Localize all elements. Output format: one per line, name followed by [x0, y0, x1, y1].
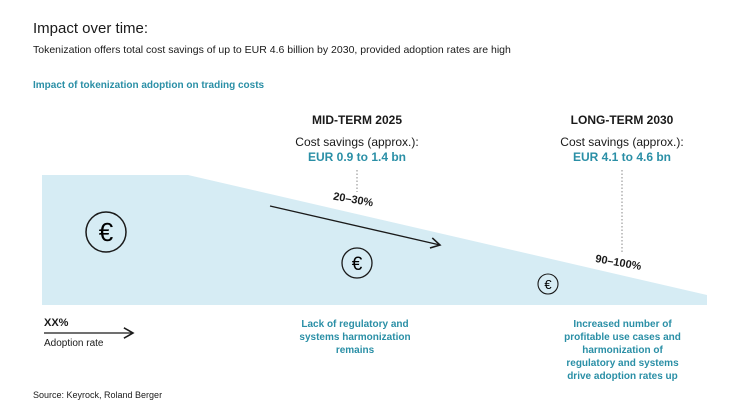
source-note: Source: Keyrock, Roland Berger: [33, 390, 163, 400]
trend-arrow: [269, 205, 442, 249]
page-subtitle: Tokenization offers total cost savings o…: [33, 44, 511, 56]
legend-value: XX%: [44, 317, 69, 329]
euro-icon-medium: €: [341, 247, 373, 279]
euro-icon-small: €: [537, 273, 559, 295]
savings-amount-2025: EUR 0.9 to 1.4 bn: [307, 150, 407, 164]
savings-amount-2030: EUR 4.1 to 4.6 bn: [572, 150, 672, 164]
phase-label-2030: LONG-TERM 2030: [570, 113, 674, 127]
note-2025: Lack of regulatory and systems harmoniza…: [299, 319, 411, 356]
page-title: Impact over time:: [33, 20, 149, 37]
legend-label: Adoption rate: [44, 338, 104, 349]
savings-label-2030: Cost savings (approx.):: [560, 135, 684, 149]
svg-text:€: €: [352, 254, 363, 275]
savings-label-2025: Cost savings (approx.):: [295, 135, 419, 149]
euro-symbol: €: [99, 217, 114, 247]
svg-text:€: €: [544, 277, 552, 292]
chart-title: Impact of tokenization adoption on tradi…: [33, 80, 265, 91]
phase-label-2025: MID-TERM 2025: [311, 113, 403, 127]
euro-icon-large: €: [85, 211, 127, 253]
cost-area: [42, 175, 707, 305]
note-2030: Increased number of profitable use cases…: [564, 319, 681, 382]
